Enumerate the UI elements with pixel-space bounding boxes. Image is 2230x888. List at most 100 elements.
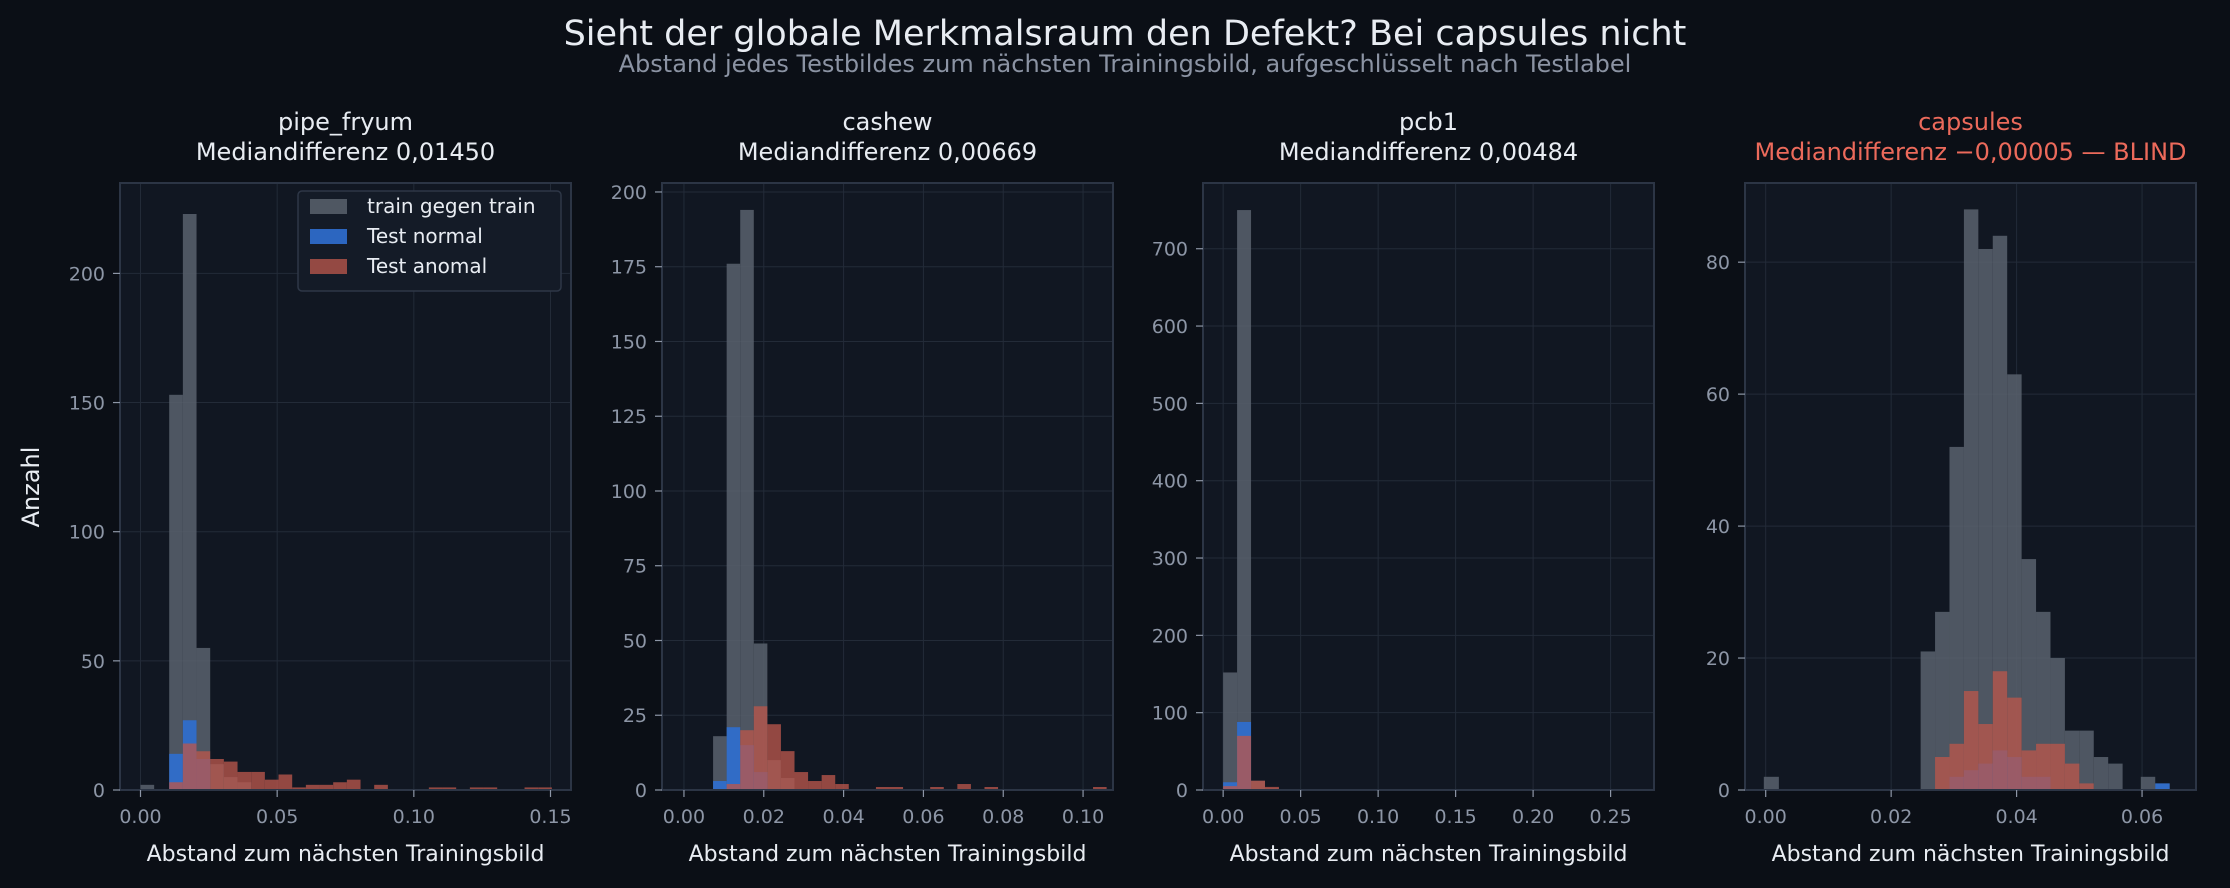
series-0 <box>1763 209 2170 791</box>
x-tick-label: 0.08 <box>982 806 1024 828</box>
histogram-bar <box>169 782 183 790</box>
x-tick-label: 0.00 <box>663 806 705 828</box>
y-tick-label: 100 <box>1152 703 1188 725</box>
y-tick-label: 25 <box>623 705 647 727</box>
series-2 <box>726 706 1107 790</box>
histogram-bar <box>835 784 849 790</box>
y-axis-label: Anzahl <box>17 447 45 528</box>
histogram-bar <box>1237 210 1252 790</box>
histogram-bar <box>2093 757 2109 790</box>
chart-panel-cashew: 0.00 0.02 0.04 0.06 0.08 0.10 0 25 50 75 100 125 150… <box>611 108 1114 867</box>
histogram-bar <box>726 784 741 790</box>
x-tick-label: 0.05 <box>256 806 298 828</box>
x-axis-label: Abstand zum nächsten Trainingsbild <box>1230 842 1628 867</box>
figure-subtitle: Abstand jedes Testbildes zum nächsten Tr… <box>619 50 1632 78</box>
histogram-bar <box>538 787 552 790</box>
x-tick-label: 0.10 <box>1357 806 1399 828</box>
histogram-bar <box>957 784 971 790</box>
panel-title: capsules <box>1918 108 2023 136</box>
y-tick-label: 200 <box>69 263 105 285</box>
histogram-bar <box>182 743 197 790</box>
histogram-bar <box>196 751 211 790</box>
histogram-bar <box>140 784 155 790</box>
histogram-bar <box>1978 248 1993 790</box>
x-tick-label: 0.00 <box>119 806 161 828</box>
histogram-bar <box>2155 783 2170 790</box>
y-tick-label: 300 <box>1152 548 1188 570</box>
histogram-bar <box>2064 763 2080 790</box>
y-tick-label: 700 <box>1152 239 1188 261</box>
y-tick-label: 0 <box>93 780 105 802</box>
histogram-bar <box>469 787 484 790</box>
chart-panel-capsules: 0.00 0.02 0.04 0.06 0 20 40 60 80 capsulesMediand… <box>1706 108 2197 867</box>
legend-swatch <box>310 259 347 274</box>
y-tick-label: 80 <box>1706 252 1730 274</box>
y-tick-label: 40 <box>1706 516 1730 538</box>
histogram-bar <box>1237 735 1252 790</box>
histogram-bar <box>984 787 999 790</box>
histogram-bar <box>740 730 754 790</box>
histogram-bar <box>1251 780 1265 790</box>
x-tick-label: 0.10 <box>393 806 435 828</box>
histogram-bar <box>1992 235 2008 791</box>
histogram-bar <box>1093 787 1107 790</box>
histogram-bar <box>2108 763 2123 790</box>
chart-panel-pipe-fryum: 0.00 0.05 0.10 0.15 0 50 100 150 200 pipe_fryumMe… <box>69 108 572 867</box>
y-tick-label: 100 <box>69 522 105 544</box>
y-tick-label: 400 <box>1152 471 1188 493</box>
y-tick-label: 600 <box>1152 316 1188 338</box>
x-tick-label: 0.02 <box>1870 806 1912 828</box>
x-tick-label: 0.20 <box>1512 806 1554 828</box>
histogram-bar <box>1264 786 1279 790</box>
panel-subtitle: Mediandifferenz −0,00005 — BLIND <box>1755 138 2187 166</box>
plot-area <box>1203 183 1654 790</box>
histogram-bar <box>333 782 347 790</box>
panels: 0.00 0.05 0.10 0.15050100150200pipe_fryumMe… <box>69 108 2197 867</box>
legend-label: Test anomal <box>366 254 487 278</box>
y-tick-label: 200 <box>611 182 647 204</box>
histogram-bar <box>524 787 539 790</box>
y-tick-label: 0 <box>635 780 647 802</box>
histogram-bar <box>1763 776 1779 790</box>
histogram-bar <box>875 787 890 790</box>
histogram-bar <box>319 784 334 790</box>
x-tick-label: 0.04 <box>1995 806 2037 828</box>
histogram-bar <box>726 727 741 790</box>
histogram-bar <box>713 736 727 790</box>
y-tick-label: 125 <box>611 406 647 428</box>
histogram-bar <box>2007 374 2022 790</box>
series-0 <box>1223 210 1279 790</box>
x-tick-label: 0.06 <box>902 806 944 828</box>
x-tick-label: 0.05 <box>1279 806 1321 828</box>
y-tick-label: 200 <box>1152 625 1188 647</box>
histogram-bar <box>2079 730 2094 790</box>
panel-subtitle: Mediandifferenz 0,00669 <box>738 138 1037 166</box>
x-tick-label: 0.00 <box>1202 806 1244 828</box>
plot-frame <box>119 182 572 791</box>
histogram-bar <box>374 784 388 790</box>
histogram-bar <box>713 781 727 790</box>
x-tick-label: 0.04 <box>822 806 864 828</box>
histogram-bar <box>1223 786 1238 790</box>
histogram-bar <box>442 787 457 790</box>
x-tick-label: 0.06 <box>2121 806 2163 828</box>
x-tick-label: 0.25 <box>1589 806 1631 828</box>
legend-swatch <box>310 229 347 244</box>
histogram-bar <box>2036 743 2051 790</box>
x-tick-label: 0.00 <box>1745 806 1787 828</box>
histogram-bar <box>794 772 809 790</box>
histogram-bar <box>726 263 741 790</box>
histogram-bar <box>930 787 944 790</box>
y-tick-label: 500 <box>1152 393 1188 415</box>
histogram-bar <box>1992 671 2008 790</box>
histogram-bar <box>753 706 768 790</box>
y-tick-label: 0 <box>1176 780 1188 802</box>
panel-title: pcb1 <box>1399 108 1458 136</box>
histogram-bar <box>780 751 795 790</box>
histogram-bar <box>889 787 904 790</box>
x-tick-label: 0.02 <box>743 806 785 828</box>
histogram-bar <box>1949 743 1964 790</box>
histogram-bar <box>169 753 183 790</box>
histogram-bar <box>1978 724 1993 790</box>
